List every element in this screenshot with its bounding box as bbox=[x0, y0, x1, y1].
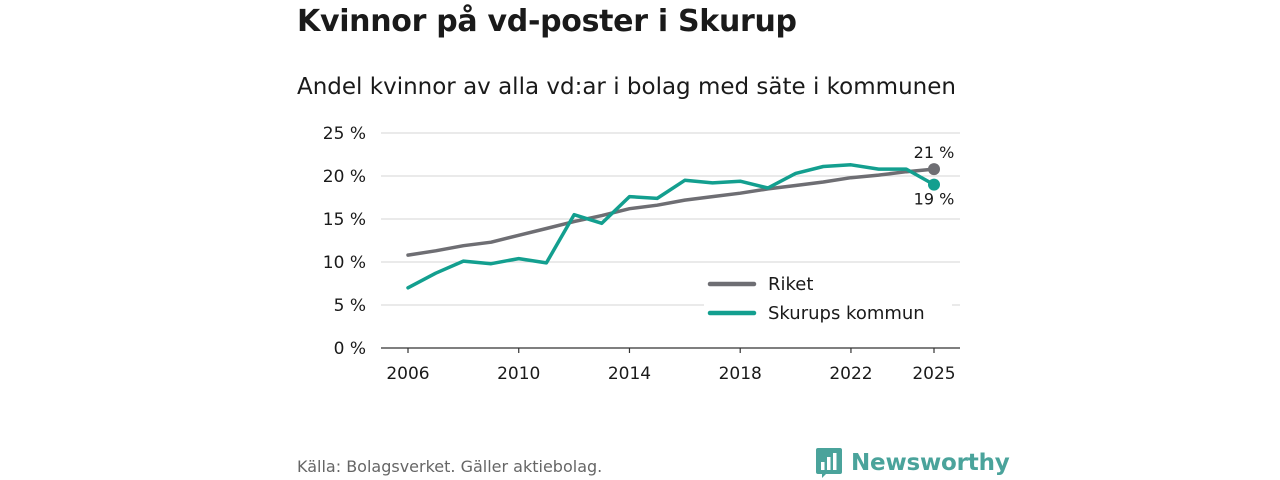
end-value-label: 21 % bbox=[914, 143, 955, 162]
bar-chart-bubble-icon bbox=[816, 448, 842, 478]
legend-label: Skurups kommun bbox=[768, 303, 925, 324]
x-tick-label: 2018 bbox=[719, 364, 762, 384]
x-axis-ticks: 2006 2010 2014 2018 2022 2025 bbox=[386, 348, 956, 384]
y-tick-label: 0 % bbox=[334, 339, 366, 359]
chart-subtitle: Andel kvinnor av alla vd:ar i bolag med … bbox=[297, 74, 956, 100]
legend: Riket Skurups kommun bbox=[704, 271, 952, 326]
y-tick-label: 25 % bbox=[323, 124, 366, 144]
legend-label: Riket bbox=[768, 274, 813, 295]
end-value-label: 19 % bbox=[914, 190, 955, 209]
brand-name: Newsworthy bbox=[851, 450, 1010, 476]
series-end-point bbox=[928, 178, 940, 191]
chart-title: Kvinnor på vd-poster i Skurup bbox=[297, 4, 797, 39]
series-lines: 21 % 19 % bbox=[406, 143, 955, 290]
x-tick-label: 2006 bbox=[386, 364, 429, 384]
y-tick-label: 15 % bbox=[323, 210, 366, 230]
gridlines bbox=[381, 132, 960, 349]
x-tick-label: 2022 bbox=[829, 364, 872, 384]
x-tick-label: 2025 bbox=[912, 364, 955, 384]
y-axis-ticks: 0 % 5 % 10 % 15 % 20 % 25 % bbox=[323, 124, 366, 359]
y-tick-label: 20 % bbox=[323, 167, 366, 187]
y-tick-label: 10 % bbox=[323, 253, 366, 273]
series-end-point bbox=[928, 163, 940, 176]
series-line-riket bbox=[406, 167, 936, 257]
x-tick-label: 2010 bbox=[497, 364, 540, 384]
y-tick-label: 5 % bbox=[334, 296, 366, 316]
x-tick-label: 2014 bbox=[608, 364, 651, 384]
source-note: Källa: Bolagsverket. Gäller aktiebolag. bbox=[297, 457, 603, 476]
series-line-skurups-kommun bbox=[406, 163, 936, 290]
brand-logo: Newsworthy bbox=[815, 446, 1010, 480]
